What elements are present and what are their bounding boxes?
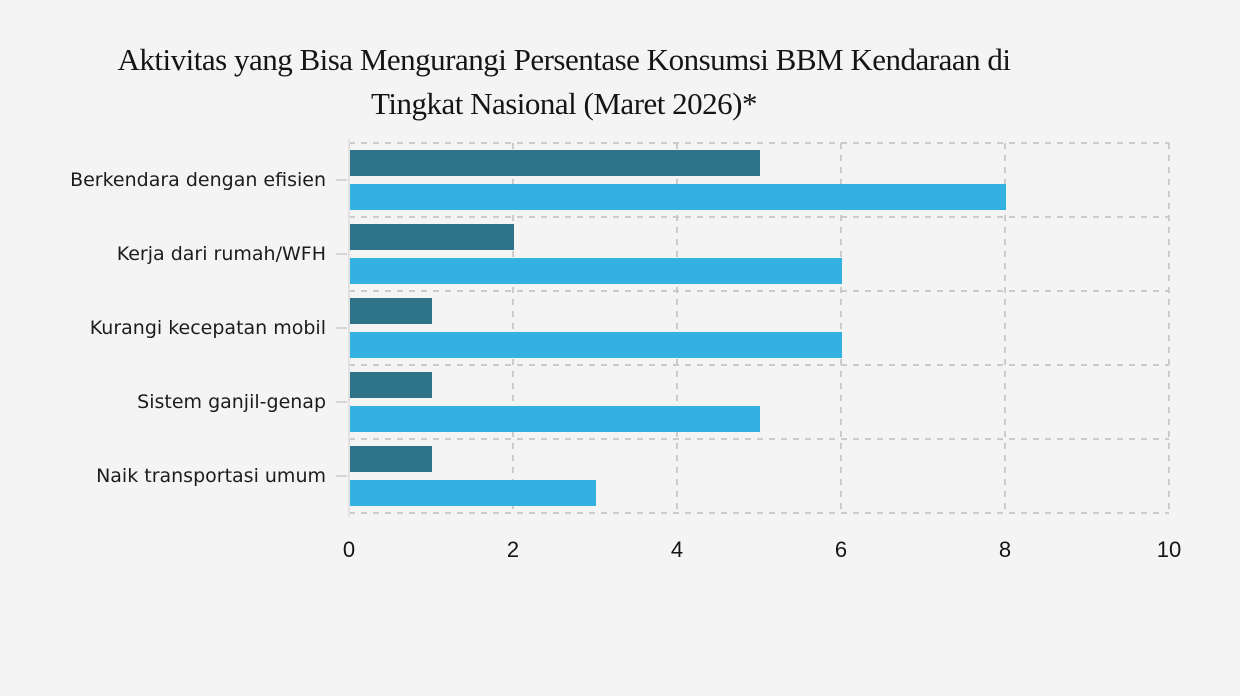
bar-dark-teal — [350, 224, 514, 250]
chart-title-line-1: Aktivitas yang Bisa Mengurangi Persentas… — [117, 42, 1011, 77]
y-axis-tick — [336, 253, 347, 255]
bar-dark-teal — [350, 298, 432, 324]
bar-light-blue — [350, 480, 596, 506]
x-gridline — [840, 143, 842, 513]
category-boundary-gridline — [349, 216, 1169, 218]
category-boundary-gridline — [349, 290, 1169, 292]
x-axis-tick-label: 6 — [834, 537, 848, 562]
y-axis-tick — [336, 327, 347, 329]
x-axis-tick-label: 0 — [342, 537, 356, 562]
x-gridline — [1168, 143, 1170, 513]
chart-title-line-2: Tingkat Nasional (Maret 2026)* — [371, 86, 757, 121]
bar-dark-teal — [350, 446, 432, 472]
y-axis-tick — [336, 475, 347, 477]
bar-dark-teal — [350, 372, 432, 398]
x-gridline — [676, 143, 678, 513]
category-boundary-gridline — [349, 512, 1169, 514]
y-axis-label: Kurangi kecepatan mobil — [89, 317, 326, 339]
y-axis-label: Sistem ganjil-genap — [137, 391, 326, 413]
bar-light-blue — [350, 258, 842, 284]
x-axis-tick-label: 4 — [670, 537, 684, 562]
x-gridline — [1004, 143, 1006, 513]
bar-light-blue — [350, 406, 760, 432]
y-axis-tick — [336, 401, 347, 403]
bar-dark-teal — [350, 150, 760, 176]
y-axis-label: Berkendara dengan efisien — [70, 169, 326, 191]
y-axis-label: Naik transportasi umum — [96, 465, 326, 487]
chart-title: Aktivitas yang Bisa Mengurangi Persentas… — [0, 38, 1128, 126]
y-axis-label: Kerja dari rumah/WFH — [116, 243, 326, 265]
y-axis-tick — [336, 179, 347, 181]
y-axis-line — [348, 139, 350, 517]
bar-light-blue — [350, 332, 842, 358]
category-boundary-gridline — [349, 142, 1169, 144]
x-gridline — [512, 143, 514, 513]
category-boundary-gridline — [349, 438, 1169, 440]
x-axis-tick-label: 10 — [1156, 537, 1182, 562]
x-axis-tick-label: 8 — [998, 537, 1012, 562]
bar-light-blue — [350, 184, 1006, 210]
category-boundary-gridline — [349, 364, 1169, 366]
x-axis-tick-label: 2 — [506, 537, 520, 562]
